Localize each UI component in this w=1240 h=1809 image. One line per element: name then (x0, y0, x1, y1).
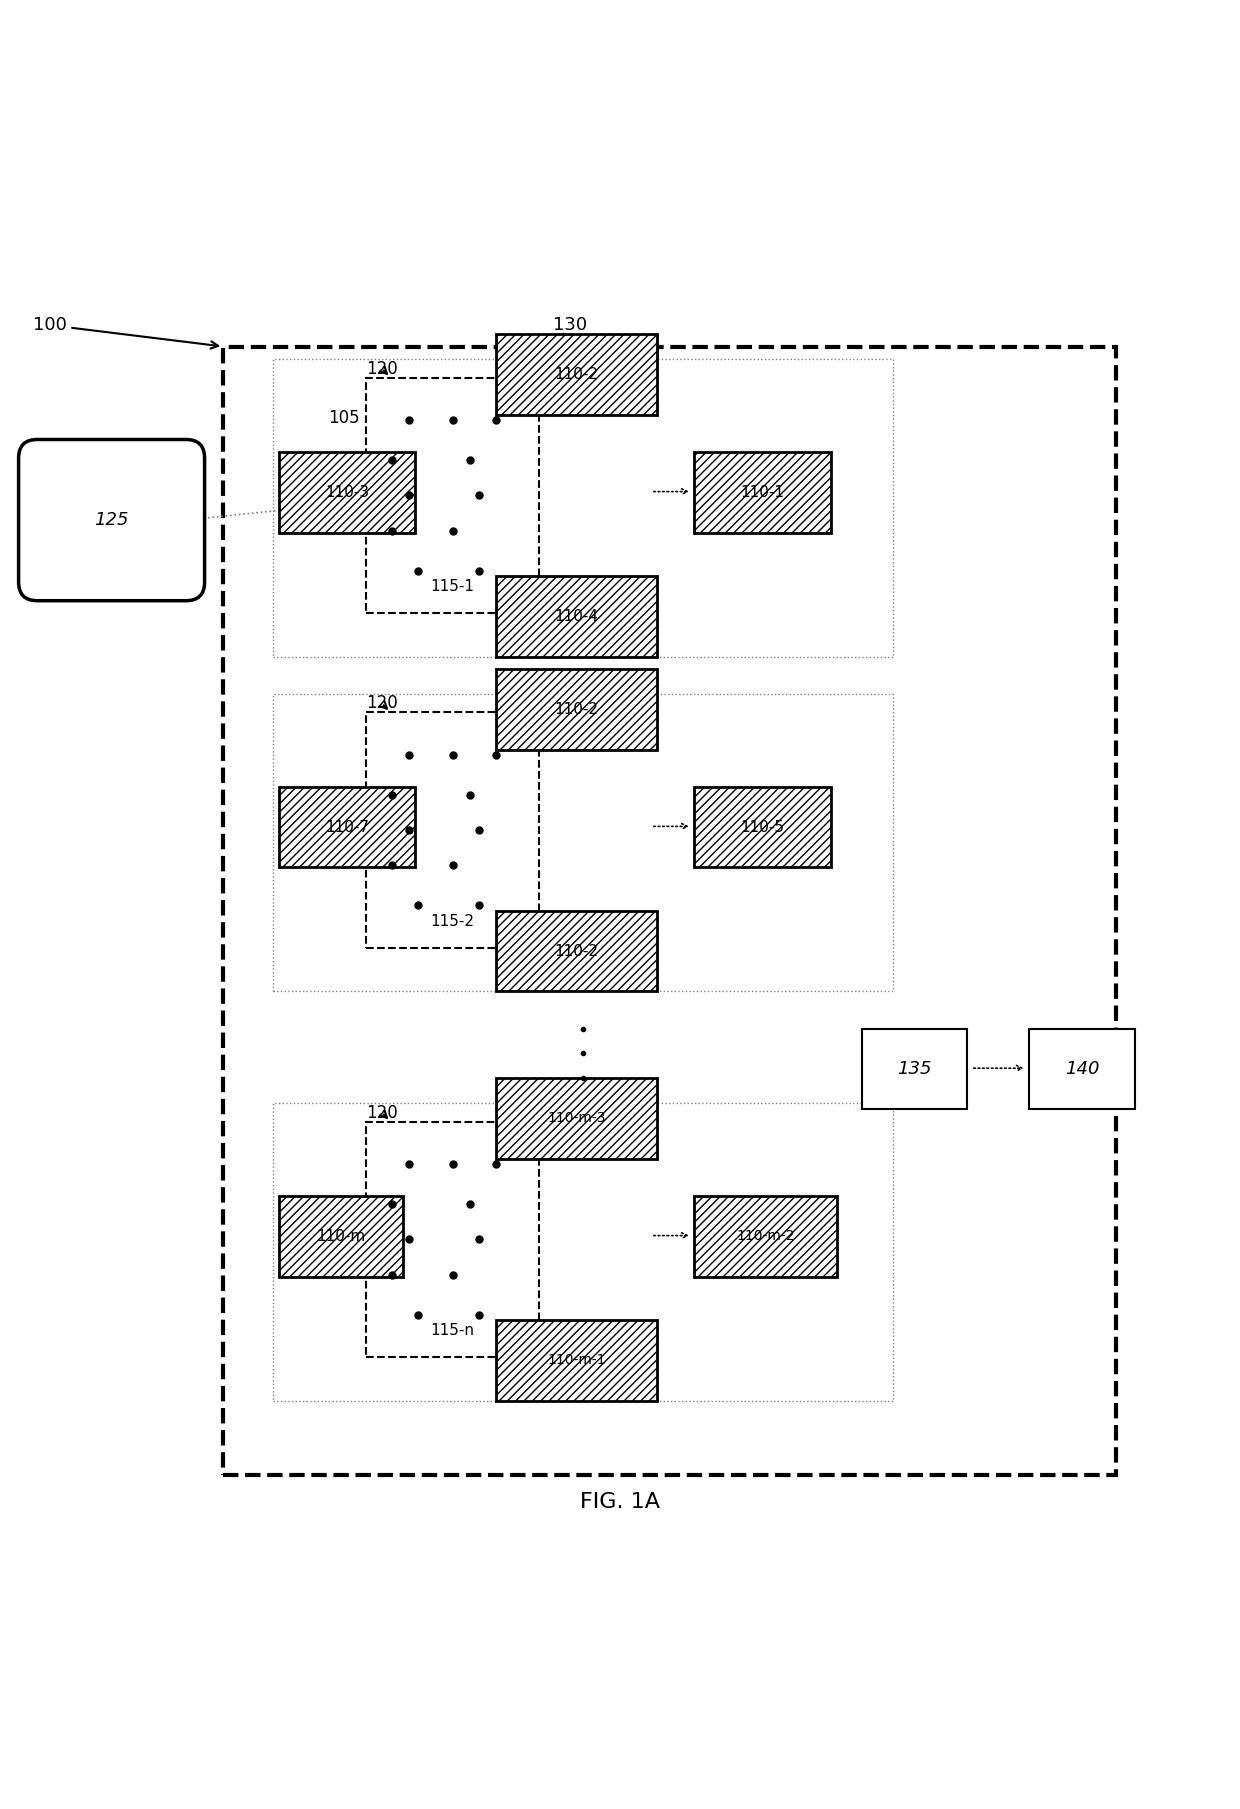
Text: 110-2: 110-2 (554, 944, 599, 959)
Text: 110-3: 110-3 (325, 485, 370, 499)
FancyBboxPatch shape (496, 1321, 657, 1400)
FancyBboxPatch shape (496, 669, 657, 749)
FancyBboxPatch shape (496, 910, 657, 991)
FancyBboxPatch shape (366, 378, 539, 613)
Text: 110-1: 110-1 (740, 485, 785, 499)
Text: 115-n: 115-n (430, 1322, 475, 1339)
FancyBboxPatch shape (496, 575, 657, 657)
FancyBboxPatch shape (496, 335, 657, 414)
Text: 110-m: 110-m (316, 1228, 366, 1245)
FancyBboxPatch shape (496, 1078, 657, 1160)
Text: 125: 125 (94, 512, 129, 528)
Text: 130: 130 (553, 317, 588, 342)
FancyBboxPatch shape (694, 1196, 837, 1277)
Text: 110-2: 110-2 (554, 702, 599, 716)
Text: 100: 100 (32, 317, 218, 349)
FancyBboxPatch shape (19, 440, 205, 601)
Text: 110-5: 110-5 (740, 819, 785, 834)
Text: 110-m-1: 110-m-1 (547, 1353, 606, 1368)
Text: 135: 135 (898, 1060, 931, 1078)
Text: 115-1: 115-1 (430, 579, 475, 593)
FancyBboxPatch shape (1029, 1029, 1135, 1109)
Text: FIG. 1A: FIG. 1A (580, 1492, 660, 1512)
Text: 120: 120 (366, 1103, 398, 1122)
Text: 110-m-2: 110-m-2 (737, 1228, 795, 1243)
FancyBboxPatch shape (279, 1196, 403, 1277)
FancyBboxPatch shape (862, 1029, 967, 1109)
Text: 105: 105 (329, 409, 466, 441)
Text: 115-2: 115-2 (430, 914, 475, 930)
FancyBboxPatch shape (694, 787, 831, 867)
Text: 120: 120 (366, 695, 398, 713)
FancyBboxPatch shape (279, 452, 415, 532)
Text: 110-2: 110-2 (554, 367, 599, 382)
Text: 110-4: 110-4 (554, 608, 599, 624)
FancyBboxPatch shape (366, 713, 539, 948)
Text: 140: 140 (1065, 1060, 1099, 1078)
FancyBboxPatch shape (279, 787, 415, 867)
FancyBboxPatch shape (694, 452, 831, 532)
Text: 110-7: 110-7 (325, 819, 370, 834)
Text: 120: 120 (366, 360, 398, 378)
Text: 110-m-3: 110-m-3 (547, 1111, 606, 1125)
FancyBboxPatch shape (366, 1122, 539, 1357)
